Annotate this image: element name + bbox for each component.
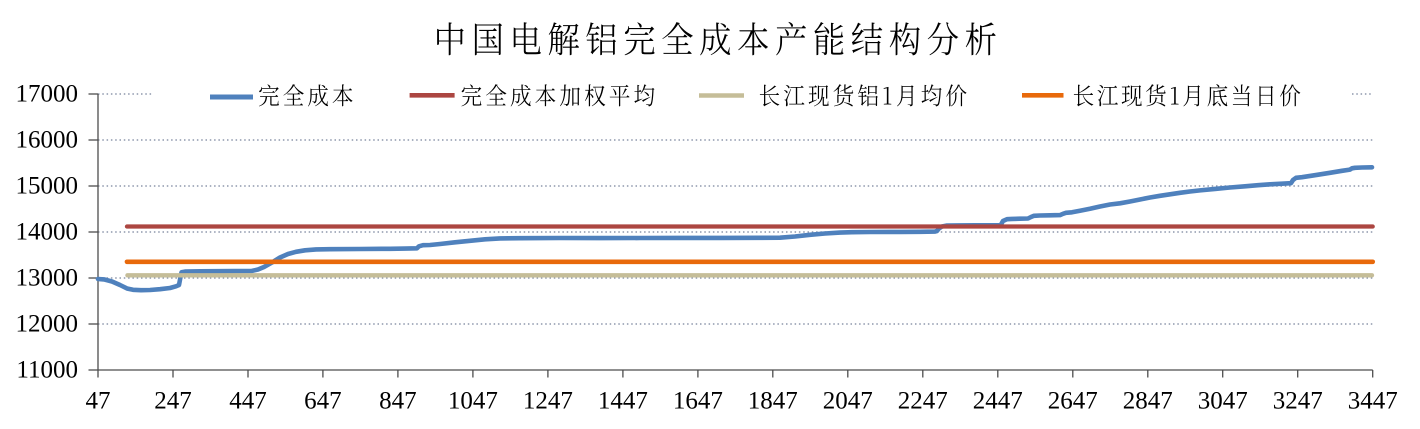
svg-text:17000: 17000 <box>16 81 79 108</box>
svg-text:847: 847 <box>379 388 417 415</box>
svg-text:16000: 16000 <box>16 127 79 154</box>
svg-text:13000: 13000 <box>16 265 79 292</box>
svg-text:1247: 1247 <box>523 388 573 415</box>
svg-text:2447: 2447 <box>973 388 1023 415</box>
svg-text:3047: 3047 <box>1198 388 1248 415</box>
svg-text:1647: 1647 <box>673 388 723 415</box>
svg-text:3247: 3247 <box>1273 388 1323 415</box>
svg-text:12000: 12000 <box>16 311 79 338</box>
svg-text:2647: 2647 <box>1048 388 1098 415</box>
svg-text:647: 647 <box>304 388 342 415</box>
svg-text:447: 447 <box>229 388 267 415</box>
svg-text:14000: 14000 <box>16 219 79 246</box>
svg-text:1047: 1047 <box>448 388 498 415</box>
svg-text:1847: 1847 <box>748 388 798 415</box>
svg-text:1447: 1447 <box>598 388 648 415</box>
svg-text:11000: 11000 <box>16 357 78 384</box>
svg-text:47: 47 <box>86 388 111 415</box>
svg-text:15000: 15000 <box>16 173 79 200</box>
svg-text:2247: 2247 <box>898 388 948 415</box>
svg-text:2847: 2847 <box>1123 388 1173 415</box>
svg-text:247: 247 <box>154 388 192 415</box>
svg-text:2047: 2047 <box>823 388 873 415</box>
svg-text:3447: 3447 <box>1348 388 1398 415</box>
